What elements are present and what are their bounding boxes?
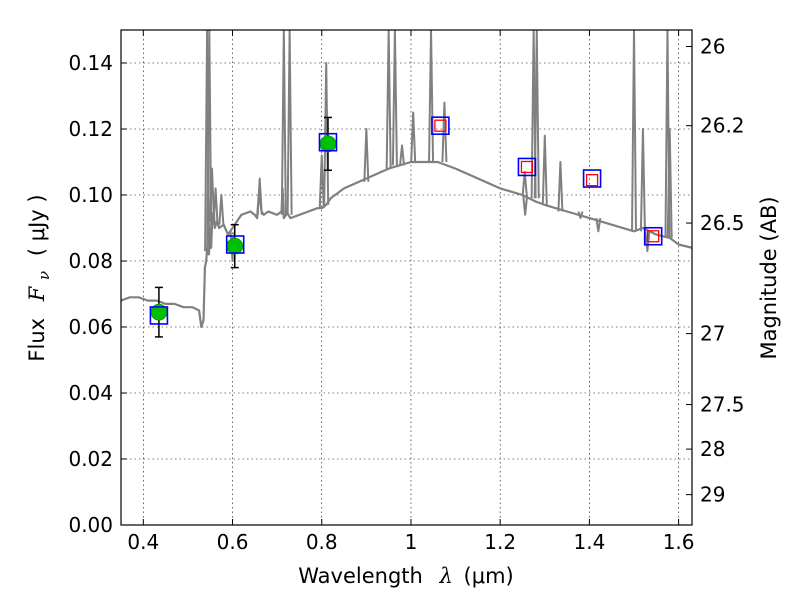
y2-axis: 26 26.2 26.5 27 27.5 28 29 xyxy=(686,35,745,507)
plot-frame xyxy=(120,29,693,526)
emission-line xyxy=(639,128,646,232)
x-tick-label: 0.4 xyxy=(127,530,159,554)
y-axis-title-prefix: Flux xyxy=(25,318,49,362)
y2-axis-title: Magnitude (AB) xyxy=(757,196,781,359)
y2-tick-label: 26.5 xyxy=(700,211,745,235)
y-axis: 0.00 0.02 0.04 0.06 0.08 0.10 0.12 0.14 xyxy=(68,51,127,537)
y2-tick-label: 27 xyxy=(700,322,725,346)
x-axis-title-symbol: λ xyxy=(439,564,453,588)
x-axis: 0.4 0.6 0.8 1 1.2 1.4 1.6 xyxy=(127,30,695,554)
model-flux-square xyxy=(582,169,602,188)
model-flux-square xyxy=(318,132,338,152)
y2-tick-label: 27.5 xyxy=(700,393,745,417)
spectrum-line xyxy=(121,160,692,329)
y2-tick-label: 28 xyxy=(700,437,725,461)
y-tick-label: 0.12 xyxy=(68,117,113,141)
absorption-dip xyxy=(577,211,584,220)
absorption-dip xyxy=(644,231,651,253)
y-axis-title-symbol: F xyxy=(25,285,49,302)
x-axis-title: Wavelength λ (μm) xyxy=(298,564,513,588)
photometry-point xyxy=(319,135,337,153)
x-axis-title-unit: (μm) xyxy=(464,564,514,588)
x-tick-label: 1 xyxy=(405,530,418,554)
upper-limit-square xyxy=(434,119,447,132)
y-axis-title: Flux F ν ( μJy ) xyxy=(25,194,54,361)
emission-line xyxy=(280,30,287,215)
emission-line xyxy=(557,161,564,212)
upper-limit-square xyxy=(520,160,534,174)
y-axis-title-unit: ( μJy ) xyxy=(25,194,49,256)
x-tick-label: 0.6 xyxy=(217,530,249,554)
photometry-point xyxy=(226,237,244,255)
upper-limit-square xyxy=(585,173,599,187)
emission-line xyxy=(256,177,263,215)
emission-line xyxy=(441,101,448,163)
y2-tick-label: 26 xyxy=(700,35,725,59)
x-tick-label: 1.6 xyxy=(663,530,695,554)
y-axis-title-subscript: ν xyxy=(35,271,53,280)
emission-line xyxy=(541,134,548,205)
x-tick-label: 1.2 xyxy=(484,530,516,554)
emission-line xyxy=(666,128,673,238)
emission-line xyxy=(385,30,392,169)
plot-background xyxy=(121,30,692,525)
emission-line xyxy=(218,194,225,225)
model-flux-square xyxy=(225,235,245,254)
emission-line xyxy=(391,30,398,166)
upper-limit-square xyxy=(647,230,660,243)
grid-lines xyxy=(121,30,692,526)
y2-tick-label: 29 xyxy=(700,483,725,507)
y-tick-label: 0.08 xyxy=(68,249,113,273)
y-tick-label: 0.10 xyxy=(68,183,113,207)
model-flux-square xyxy=(431,116,450,135)
x-tick-label: 1.4 xyxy=(573,530,605,554)
model-flux-square xyxy=(643,226,663,246)
emission-line xyxy=(212,187,219,225)
emission-line xyxy=(399,144,406,166)
x-axis-title-prefix: Wavelength xyxy=(298,564,423,588)
y2-tick-label: 26.2 xyxy=(700,114,745,138)
y-tick-label: 0.00 xyxy=(68,513,113,537)
x-tick-label: 0.8 xyxy=(306,530,338,554)
y-tick-label: 0.06 xyxy=(68,315,113,339)
emission-line xyxy=(318,154,325,209)
y-tick-label: 0.14 xyxy=(68,51,113,75)
emission-line xyxy=(286,30,293,215)
marker-layer xyxy=(149,116,663,338)
model-flux-square xyxy=(517,157,537,177)
plot-area xyxy=(121,30,692,329)
y-tick-label: 0.02 xyxy=(68,447,113,471)
emission-line xyxy=(363,128,370,182)
emission-line xyxy=(410,111,417,163)
model-flux-square xyxy=(149,306,169,325)
emission-line xyxy=(631,30,638,232)
absorption-dip xyxy=(522,194,529,216)
emission-line xyxy=(533,30,540,199)
absorption-dip xyxy=(595,217,602,233)
emission-line xyxy=(209,167,216,222)
y-tick-label: 0.04 xyxy=(68,381,113,405)
emission-line xyxy=(206,30,213,245)
